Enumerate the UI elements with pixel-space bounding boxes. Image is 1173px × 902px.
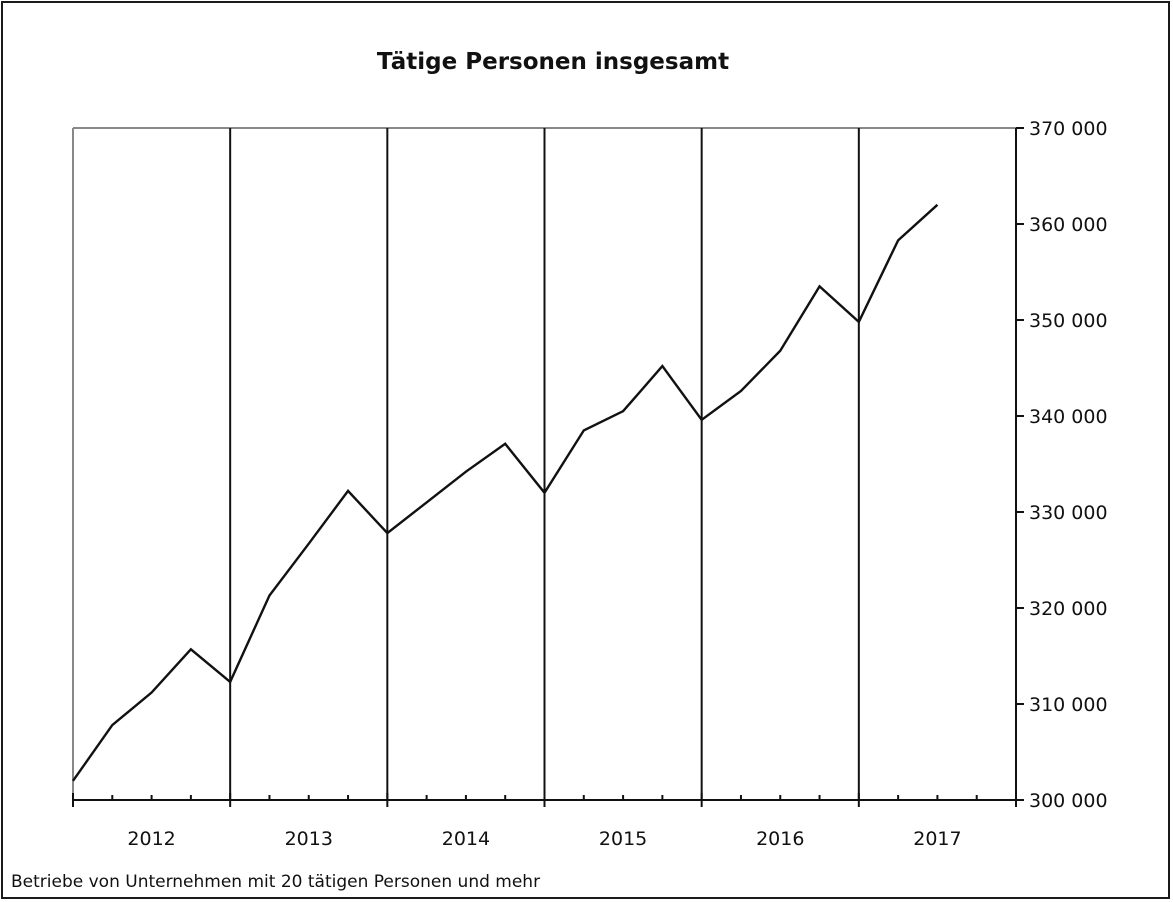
- y-tick-label: 330 000: [1029, 502, 1108, 524]
- x-year-label: 2016: [756, 828, 804, 850]
- y-tick-label: 310 000: [1029, 694, 1108, 716]
- x-year-label: 2012: [127, 828, 175, 850]
- line-chart: 300 000 310 000 320 000 330 000 340 000 350 0…: [72, 118, 1108, 850]
- x-year-label: 2015: [599, 828, 647, 850]
- y-tick-label: 360 000: [1029, 214, 1108, 236]
- y-tick-label: 370 000: [1029, 118, 1108, 140]
- x-year-label: 2017: [913, 828, 961, 850]
- y-tick-label: 300 000: [1029, 790, 1108, 812]
- y-tick-label: 350 000: [1029, 310, 1108, 332]
- series-line: [72, 203, 939, 782]
- x-year-label: 2014: [442, 828, 490, 850]
- footnote: Betriebe von Unternehmen mit 20 tätigen …: [11, 872, 541, 892]
- y-tick-label: 320 000: [1029, 598, 1108, 620]
- y-tick-label: 340 000: [1029, 406, 1108, 428]
- x-year-label: 2013: [285, 828, 333, 850]
- chart-title: Tätige Personen insgesamt: [376, 49, 730, 75]
